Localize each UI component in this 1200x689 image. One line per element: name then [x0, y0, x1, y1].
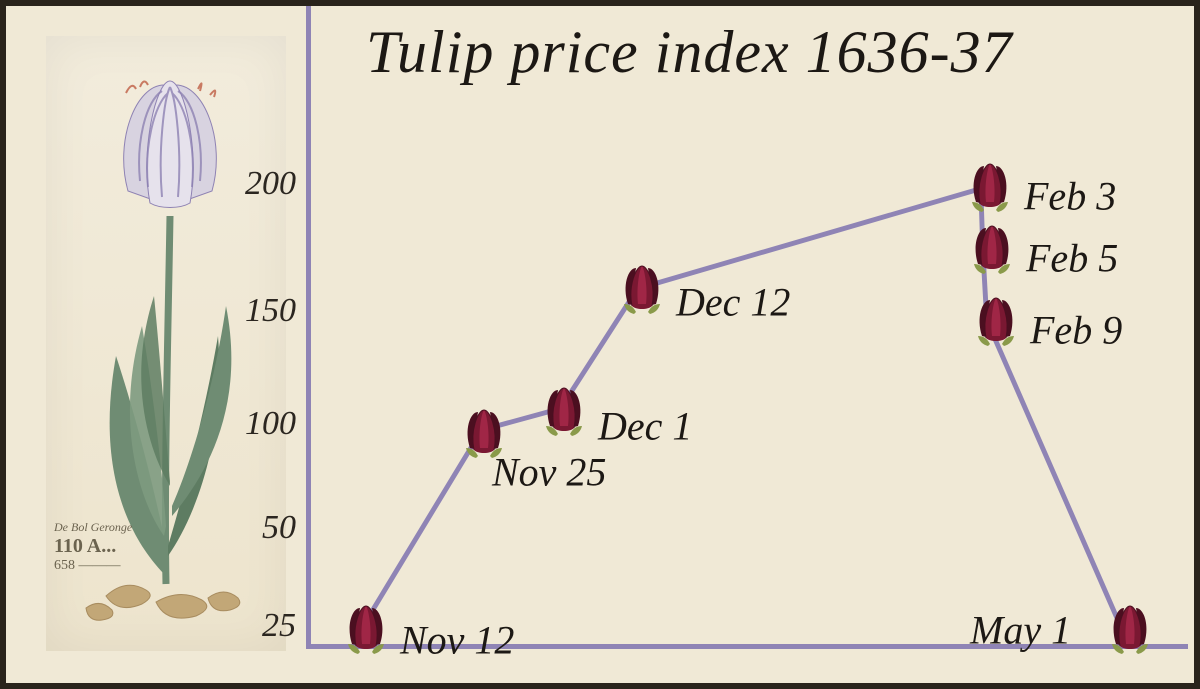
data-point-label: Feb 9 — [1030, 307, 1122, 354]
data-point-label: Nov 25 — [492, 449, 606, 496]
data-point-label: Nov 12 — [400, 617, 514, 664]
tulip-illustration-panel: De Bol Geronge 110 A... 658 ——— — [46, 36, 286, 651]
y-tick-label: 25 — [262, 607, 306, 645]
data-point-label: Feb 5 — [1026, 235, 1118, 282]
price-line — [365, 189, 1119, 623]
illustration-caption: De Bol Geronge 110 A... 658 ——— — [54, 520, 132, 575]
data-point-label: Dec 12 — [676, 279, 790, 326]
caption-line-3: 658 ——— — [54, 558, 132, 575]
data-point-label: Dec 1 — [598, 403, 692, 450]
caption-line-2: 110 A... — [54, 534, 132, 558]
caption-line-1: De Bol Geronge — [54, 520, 132, 534]
y-tick-label: 100 — [245, 405, 306, 443]
y-tick-label: 150 — [245, 292, 306, 330]
y-tick-label: 200 — [245, 165, 306, 203]
y-tick-label: 50 — [262, 509, 306, 547]
data-point-label: May 1 — [970, 607, 1071, 654]
data-point-label: Feb 3 — [1024, 173, 1116, 220]
